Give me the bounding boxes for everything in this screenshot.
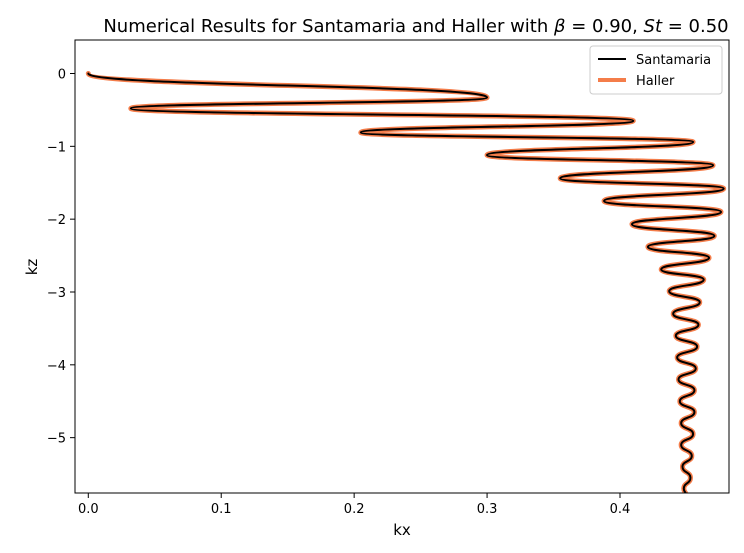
- y-tick-label: −5: [47, 432, 66, 447]
- title-st-value: = 0.50: [662, 16, 729, 37]
- chart-title: Numerical Results for Santamaria and Hal…: [103, 16, 728, 37]
- title-st-symbol: St: [644, 16, 663, 37]
- series-group: [85, 71, 727, 493]
- title-beta-value: = 0.90,: [566, 16, 644, 37]
- y-axis-label: kz: [23, 259, 41, 276]
- x-tick-label: 0.0: [78, 502, 99, 517]
- x-axis-label: kx: [393, 521, 411, 539]
- title-beta-symbol: β: [553, 16, 566, 37]
- title-prefix: Numerical Results for Santamaria and Hal…: [103, 16, 554, 37]
- legend: Santamaria Haller: [589, 45, 723, 95]
- y-tick-label: −1: [47, 140, 66, 155]
- series-line-santamaria: [87, 72, 725, 493]
- x-tick-label: 0.4: [610, 502, 631, 517]
- y-tick-label: 0: [58, 68, 66, 83]
- legend-label-santamaria: Santamaria: [636, 53, 711, 68]
- plot-area: [85, 71, 727, 493]
- axes: 0.0 0.1 0.2 0.3 0.4 0 −1 −2 −3 −4 −5: [47, 39, 730, 517]
- y-tick-label: −3: [47, 286, 66, 301]
- legend-label-haller: Haller: [636, 74, 675, 89]
- x-tick-label: 0.1: [211, 502, 232, 517]
- y-tick-label: −2: [47, 213, 66, 228]
- y-tick-label: −4: [47, 359, 66, 374]
- x-tick-label: 0.2: [344, 502, 365, 517]
- x-tick-label: 0.3: [477, 502, 498, 517]
- axes-frame: [74, 39, 730, 494]
